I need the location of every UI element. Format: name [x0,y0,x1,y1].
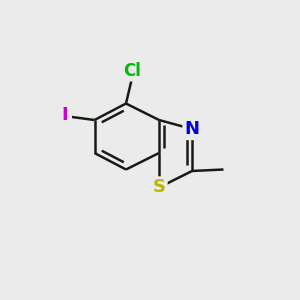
Text: N: N [184,120,200,138]
Text: Cl: Cl [123,61,141,80]
Text: S: S [152,178,166,196]
Text: I: I [61,106,68,124]
